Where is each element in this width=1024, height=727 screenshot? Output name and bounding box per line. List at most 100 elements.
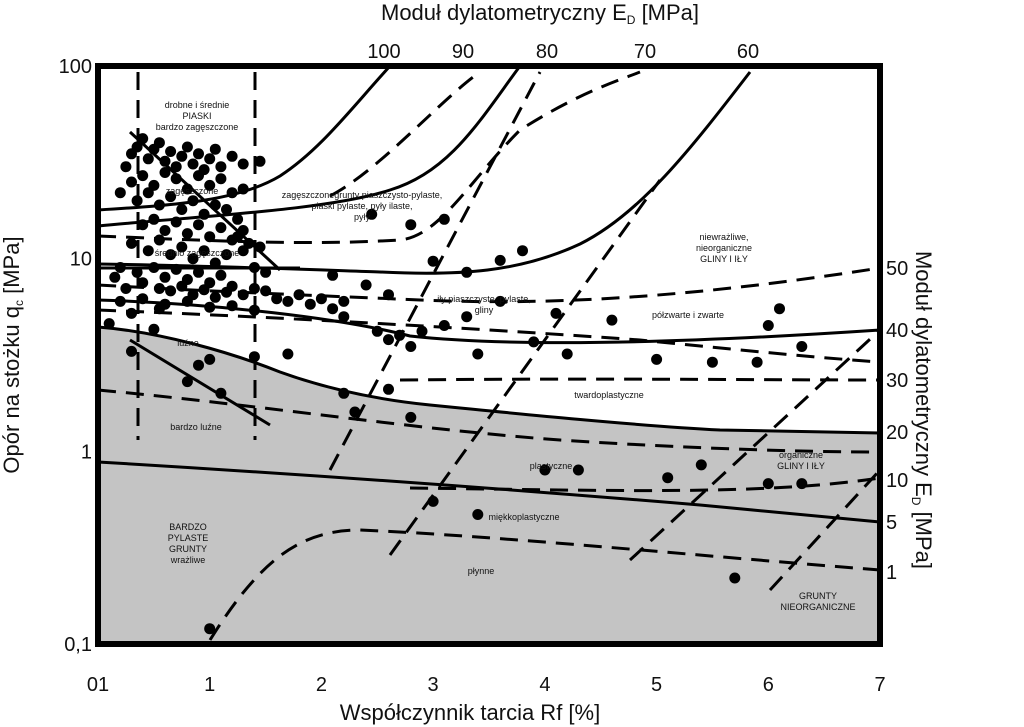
boundary-solid-9 [129, 338, 271, 427]
zone-label-2-line-0: zagęszczonegrunty piaszczysto-pylaste, [282, 190, 443, 200]
data-point-29 [226, 187, 238, 199]
data-point-119 [606, 314, 618, 326]
boundary-solid-2 [97, 65, 522, 228]
data-point-146 [405, 411, 417, 423]
data-point-134 [517, 245, 528, 257]
data-point-151 [796, 478, 808, 490]
data-point-68 [215, 269, 227, 281]
x-axis-title: Współczynnik tarcia Rf [%] [340, 700, 600, 725]
plot-border [95, 63, 883, 647]
data-point-127 [774, 303, 785, 315]
data-point-18 [226, 150, 238, 162]
data-point-136 [148, 323, 160, 335]
data-point-66 [193, 266, 204, 278]
data-point-126 [762, 320, 774, 331]
data-point-96 [248, 304, 260, 316]
data-point-23 [159, 167, 171, 178]
data-point-45 [193, 219, 204, 231]
data-point-21 [137, 170, 149, 182]
data-point-152 [762, 478, 774, 490]
left-axis-title: Opór na stożku qc [MPa] [0, 236, 26, 473]
data-point-153 [427, 495, 439, 507]
data-point-10 [176, 150, 188, 162]
data-point-149 [662, 472, 674, 484]
data-point-88 [327, 303, 339, 315]
data-point-104 [260, 266, 272, 278]
data-point-61 [131, 266, 143, 278]
data-point-141 [215, 387, 227, 399]
zone-label-0-line-2: bardzo zagęszczone [156, 122, 239, 132]
data-point-12 [187, 158, 199, 170]
y-tick-label-0: 100 [59, 56, 92, 78]
data-point-143 [338, 387, 350, 399]
data-point-148 [572, 464, 584, 476]
zone-label-13-line-3: wrażliwe [170, 555, 206, 565]
data-point-111 [394, 329, 406, 341]
boundary-dashed-3 [97, 70, 641, 245]
zone-label-13-line-0: BARDZO [169, 522, 207, 532]
data-point-138 [204, 353, 216, 365]
data-point-30 [131, 195, 143, 207]
boundary-dashed-10 [208, 528, 881, 641]
y-tick-label-1: 10 [70, 249, 92, 271]
data-point-147 [539, 464, 551, 476]
data-point-95 [226, 300, 238, 312]
data-point-129 [427, 255, 439, 267]
data-point-101 [243, 237, 255, 249]
boundary-dashed-8 [399, 377, 881, 382]
data-point-139 [248, 351, 260, 363]
data-point-135 [126, 345, 137, 357]
data-point-6 [153, 137, 165, 149]
data-point-145 [349, 406, 361, 418]
top-tick-label-3: 70 [634, 41, 656, 63]
data-point-102 [254, 241, 266, 253]
data-point-99 [103, 318, 115, 330]
data-point-33 [165, 191, 177, 203]
data-point-58 [221, 249, 232, 261]
data-point-132 [366, 208, 378, 220]
boundary-dashed-4 [329, 70, 481, 198]
data-point-52 [153, 234, 165, 246]
data-point-54 [176, 241, 188, 253]
data-point-150 [695, 459, 707, 471]
data-point-83 [271, 293, 283, 305]
data-point-75 [176, 280, 188, 292]
zone-label-9: bardzo luźne [170, 422, 222, 432]
zone-label-5-line-0: iły piaszczyste, pylaste, [437, 294, 531, 304]
data-point-73 [153, 283, 165, 294]
x-tick-label-0: 01 [87, 674, 109, 696]
right-tick-label-2: 30 [886, 370, 908, 392]
data-point-113 [405, 341, 417, 352]
zone-label-8-line-0: twardoplastyczne [574, 390, 644, 400]
data-point-106 [360, 279, 372, 291]
data-point-87 [315, 293, 327, 305]
data-point-80 [237, 289, 249, 301]
zone-label-6: półzwarte i zwarte [652, 310, 724, 320]
data-point-74 [165, 285, 177, 297]
boundary-dashed-11 [328, 71, 542, 471]
data-point-28 [215, 173, 227, 185]
top-tick-label-1: 90 [452, 41, 474, 63]
right-tick-label-1: 40 [886, 320, 908, 342]
data-point-90 [114, 295, 126, 307]
data-point-97 [153, 303, 165, 315]
data-point-27 [204, 179, 216, 191]
zone-label-4-line-2: GLINY I IŁY [700, 254, 748, 264]
data-point-137 [193, 359, 204, 371]
data-point-50 [126, 237, 137, 249]
zone-label-5: iły piaszczyste, pylaste, gliny [437, 294, 531, 315]
data-point-116 [472, 348, 484, 360]
data-point-112 [416, 325, 428, 337]
zone-label-2-line-2: pyły [354, 212, 371, 222]
data-point-155 [729, 572, 741, 584]
zone-label-14: płynne [468, 566, 495, 576]
zone-labels: drobne i średnie PIASKI bardzo zagęszczone… [155, 100, 856, 612]
data-point-85 [293, 289, 305, 301]
data-point-118 [550, 307, 562, 319]
data-point-154 [472, 509, 484, 520]
zone-label-8: twardoplastyczne [574, 390, 644, 400]
zone-label-1: zagęszczone [166, 186, 219, 196]
data-point-84 [282, 295, 294, 307]
zone-label-10: organiczne GLINY I IŁY [777, 450, 825, 471]
zone-label-13-line-2: GRUNTY [169, 544, 207, 554]
